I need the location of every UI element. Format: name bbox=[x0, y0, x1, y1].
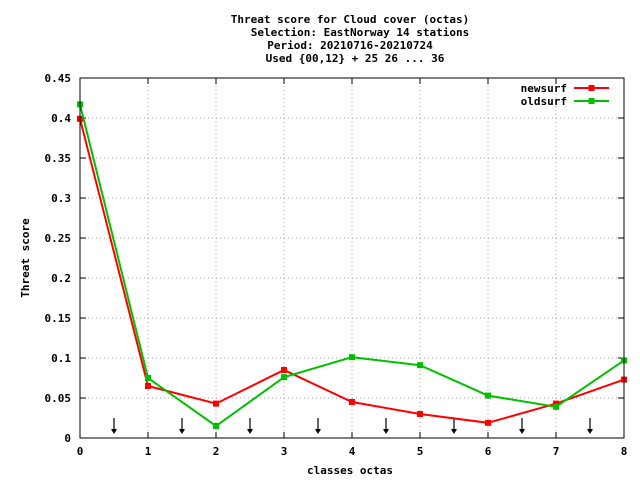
x-tick-label: 3 bbox=[281, 445, 288, 458]
data-point-newsurf bbox=[145, 383, 151, 389]
x-tick-label: 4 bbox=[349, 445, 356, 458]
arrow-marker-head bbox=[315, 429, 321, 434]
data-point-oldsurf bbox=[281, 374, 287, 381]
x-tick-label: 0 bbox=[77, 445, 84, 458]
data-point-oldsurf bbox=[349, 354, 355, 361]
arrow-marker-head bbox=[383, 429, 389, 434]
x-tick-label: 6 bbox=[485, 445, 492, 458]
title-line-1: Threat score for Cloud cover (octas) bbox=[231, 13, 469, 26]
y-tick-label: 0.2 bbox=[51, 272, 71, 285]
arrow-marker-head bbox=[451, 429, 457, 434]
data-point-oldsurf bbox=[485, 392, 491, 399]
data-point-newsurf bbox=[485, 419, 491, 426]
arrow-marker-head bbox=[179, 429, 185, 434]
data-point-oldsurf bbox=[553, 403, 559, 410]
data-point-newsurf bbox=[213, 400, 219, 407]
y-tick-label: 0.25 bbox=[45, 232, 72, 245]
title-line-3: Period: 20210716-20210724 bbox=[267, 39, 433, 52]
axis-ticks: 0 0.05 0.1 0.15 0.2 0.25 0.3 0.35 0.4 0.45 0 1 2 3 4 5 6… bbox=[45, 72, 628, 458]
data-point-newsurf bbox=[417, 411, 423, 417]
data-point-newsurf bbox=[553, 400, 559, 407]
y-tick-label: 0 bbox=[64, 432, 71, 445]
x-axis-label: classes octas bbox=[307, 464, 393, 477]
arrow-marker-head bbox=[587, 429, 593, 434]
title-line-4: Used {00,12} + 25 26 ... 36 bbox=[266, 52, 445, 65]
y-tick-label: 0.15 bbox=[45, 312, 72, 325]
data-point-oldsurf bbox=[213, 423, 219, 429]
x-tick-label: 8 bbox=[621, 445, 628, 458]
arrow-marker-head bbox=[247, 429, 253, 434]
data-point-newsurf bbox=[281, 367, 287, 373]
grid-lines bbox=[80, 78, 624, 438]
legend-label-oldsurf: oldsurf bbox=[521, 95, 567, 108]
plot-frame bbox=[79, 77, 625, 439]
x-tick-label: 1 bbox=[145, 445, 152, 458]
x-tick-label: 7 bbox=[553, 445, 560, 458]
x-tick-label: 2 bbox=[213, 445, 220, 458]
y-tick-label: 0.1 bbox=[51, 352, 71, 365]
chart-title: Threat score for Cloud cover (octas) Sel… bbox=[231, 13, 469, 65]
y-tick-label: 0.4 bbox=[51, 112, 71, 125]
arrow-marker-head bbox=[111, 429, 117, 434]
legend-swatch-marker-oldsurf bbox=[588, 98, 595, 104]
data-point-oldsurf bbox=[145, 375, 151, 381]
y-tick-label: 0.05 bbox=[45, 392, 72, 405]
series-line-oldsurf bbox=[79, 104, 625, 428]
legend-swatch-marker-newsurf bbox=[588, 85, 595, 91]
y-tick-label: 0.35 bbox=[45, 152, 72, 165]
data-point-oldsurf bbox=[417, 362, 423, 369]
class-boundary-arrows bbox=[111, 418, 593, 434]
title-line-2: Selection: EastNorway 14 stations bbox=[251, 26, 470, 39]
y-tick-label: 0.3 bbox=[51, 192, 71, 205]
arrow-marker-head bbox=[519, 429, 525, 434]
data-point-newsurf bbox=[349, 399, 355, 405]
y-tick-label: 0.45 bbox=[45, 72, 72, 85]
y-axis-label: Threat score bbox=[19, 218, 32, 298]
x-tick-label: 5 bbox=[417, 445, 424, 458]
legend-label-newsurf: newsurf bbox=[521, 82, 567, 95]
